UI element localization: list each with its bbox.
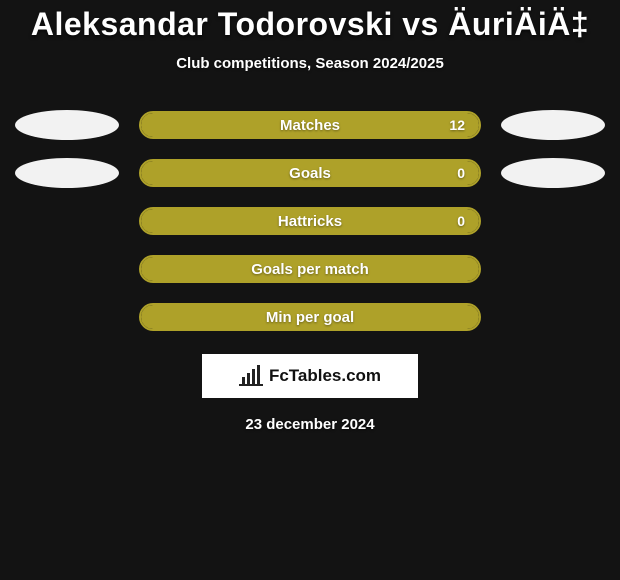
stat-bar: Goals per match bbox=[139, 255, 481, 283]
stat-label: Goals bbox=[289, 165, 331, 182]
page-title: Aleksandar Todorovski vs ÄuriÄiÄ‡ bbox=[0, 6, 620, 43]
stat-row: Hattricks 0 bbox=[0, 206, 620, 236]
stat-bar: Goals 0 bbox=[139, 159, 481, 187]
right-ellipse bbox=[501, 158, 605, 188]
stat-value: 0 bbox=[457, 161, 465, 185]
stat-bar: Hattricks 0 bbox=[139, 207, 481, 235]
left-ellipse bbox=[15, 158, 119, 188]
brand-box[interactable]: FcTables.com bbox=[202, 354, 418, 398]
stat-label: Min per goal bbox=[266, 309, 354, 326]
stat-value: 0 bbox=[457, 209, 465, 233]
stat-row: Matches 12 bbox=[0, 110, 620, 140]
stat-label: Matches bbox=[280, 117, 340, 134]
bar-chart-icon bbox=[239, 365, 265, 387]
subtitle: Club competitions, Season 2024/2025 bbox=[0, 55, 620, 72]
date-text: 23 december 2024 bbox=[0, 416, 620, 433]
stat-bar: Matches 12 bbox=[139, 111, 481, 139]
stat-row: Min per goal bbox=[0, 302, 620, 332]
stat-label: Goals per match bbox=[251, 261, 369, 278]
stat-row: Goals per match bbox=[0, 254, 620, 284]
stat-value: 12 bbox=[449, 113, 465, 137]
brand-text: FcTables.com bbox=[269, 366, 381, 386]
stat-label: Hattricks bbox=[278, 213, 342, 230]
left-ellipse bbox=[15, 110, 119, 140]
stat-row: Goals 0 bbox=[0, 158, 620, 188]
right-ellipse bbox=[501, 110, 605, 140]
stat-rows: Matches 12 Goals 0 Hattricks 0 Goals per match… bbox=[0, 110, 620, 332]
content: Aleksandar Todorovski vs ÄuriÄiÄ‡ Club c… bbox=[0, 0, 620, 580]
stat-bar: Min per goal bbox=[139, 303, 481, 331]
